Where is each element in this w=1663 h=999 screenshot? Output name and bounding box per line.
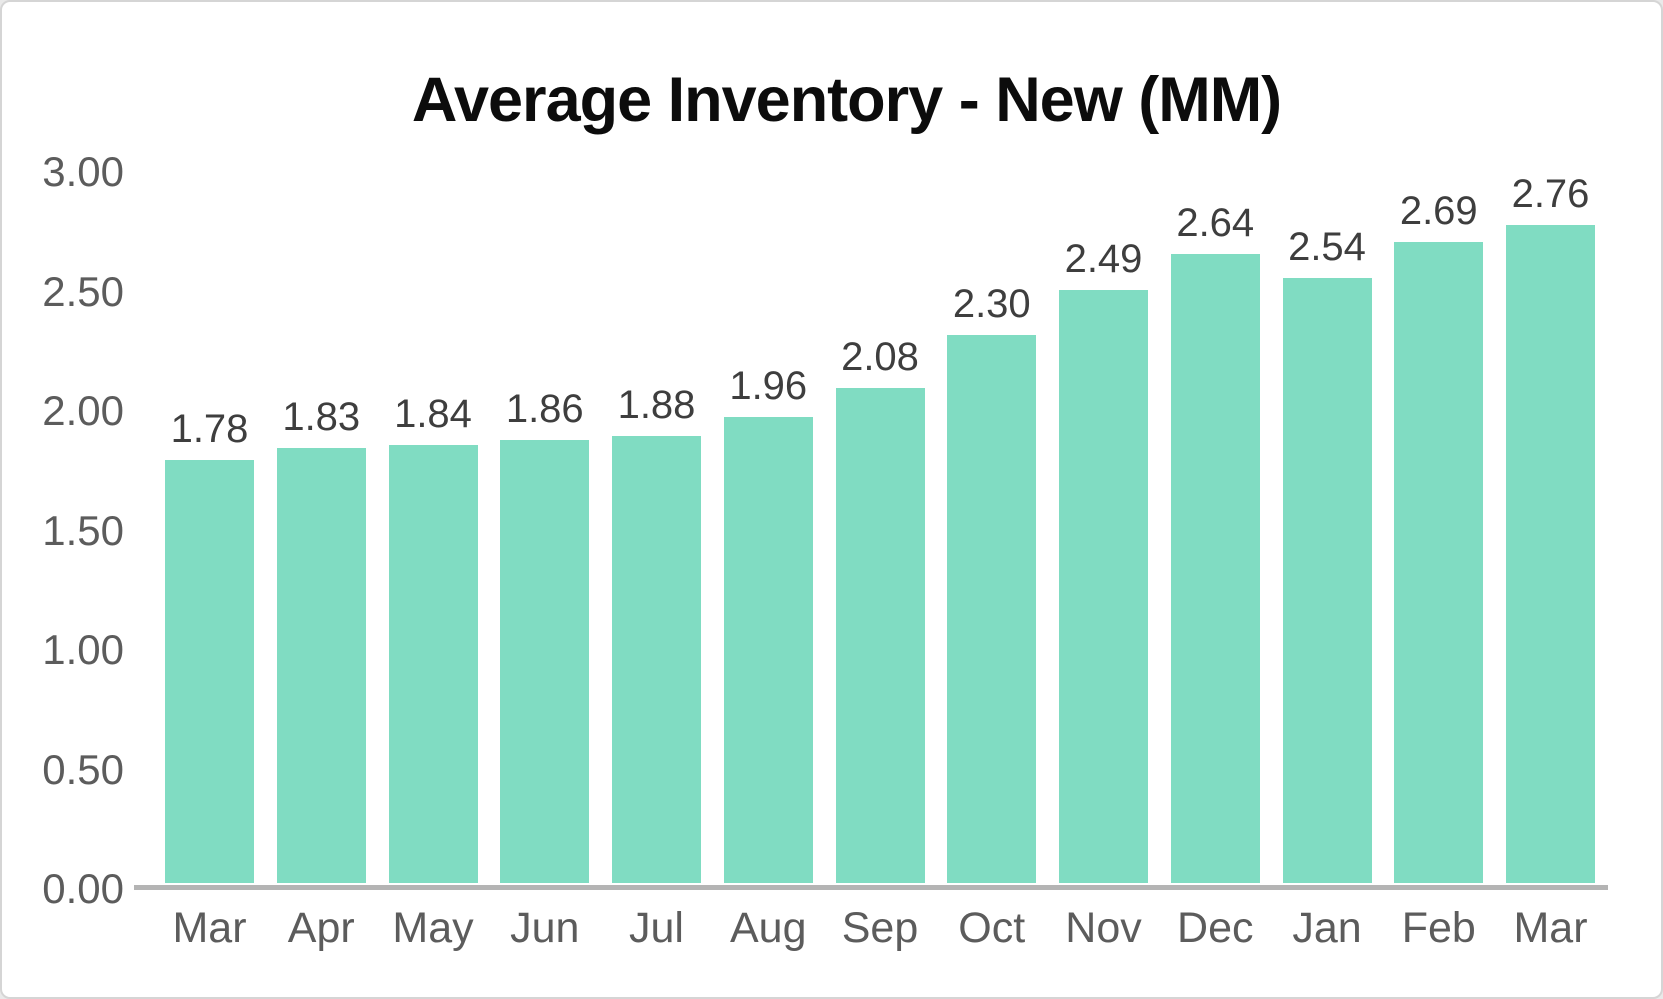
bar-slot: 1.96 <box>723 365 813 883</box>
bar-slot: 2.76 <box>1506 173 1595 883</box>
bar-value-label: 2.30 <box>952 282 1031 326</box>
x-tick-label-mar-12: Mar <box>1513 904 1588 952</box>
bar-slot: 1.83 <box>276 396 366 883</box>
bar-slot: 2.69 <box>1394 190 1484 883</box>
bar-value-label: 1.84 <box>394 392 472 436</box>
x-tick-label-jul-4: Jul <box>629 904 684 952</box>
x-tick-label-feb-11: Feb <box>1401 904 1476 952</box>
bar-value-label: 1.78 <box>170 407 249 451</box>
bars-container: 1.78 1.83 1.84 1.86 1.88 1.96 2.08 2.30 2.49 2.64… <box>152 168 1608 883</box>
bar-slot: 2.64 <box>1170 202 1260 883</box>
x-tick-label-aug-5: Aug <box>729 904 807 952</box>
bar-slot: 2.54 <box>1282 226 1372 883</box>
x-tick-label-mar-0: Mar <box>172 904 247 952</box>
x-tick-label-sep-6: Sep <box>841 904 919 952</box>
y-tick-label: 2.00 <box>42 387 124 434</box>
bar-value-label: 1.88 <box>617 383 696 427</box>
y-tick-label: 3.00 <box>42 148 124 195</box>
bar-value-label: 2.54 <box>1288 225 1366 269</box>
bar-apr-1 <box>276 448 366 883</box>
bar-slot: 1.86 <box>500 388 590 883</box>
x-tick-label-may-2: May <box>392 904 474 952</box>
bar-value-label: 2.08 <box>841 335 919 379</box>
bar-value-label: 1.86 <box>505 387 584 431</box>
x-tick-label-nov-8: Nov <box>1065 904 1142 952</box>
bar-jan-10 <box>1282 278 1372 883</box>
bar-feb-11 <box>1394 242 1484 883</box>
bar-value-label: 2.69 <box>1399 189 1478 233</box>
x-tick-label-jun-3: Jun <box>510 904 580 952</box>
bar-value-label: 1.96 <box>729 364 808 408</box>
y-tick-label: 2.50 <box>42 267 124 315</box>
bar-value-label: 1.83 <box>282 395 361 439</box>
y-tick-label: 1.00 <box>42 626 124 673</box>
bar-value-label: 2.49 <box>1064 237 1143 281</box>
bar-may-2 <box>388 445 478 883</box>
x-tick-label-jan-10: Jan <box>1292 904 1362 952</box>
x-axis-baseline <box>134 885 1608 890</box>
bar-slot: 1.78 <box>165 408 254 883</box>
y-tick-label: 0.00 <box>42 865 124 912</box>
bar-mar-12 <box>1506 225 1595 883</box>
bar-aug-5 <box>723 417 813 883</box>
y-tick-label: 1.50 <box>42 506 124 554</box>
bar-sep-6 <box>835 388 925 883</box>
bar-oct-7 <box>947 335 1037 883</box>
bar-slot: 2.49 <box>1059 238 1148 883</box>
y-tick-label: 0.50 <box>42 745 124 793</box>
bar-value-label: 2.64 <box>1176 201 1255 245</box>
bar-jun-3 <box>500 440 590 883</box>
bar-slot: 2.30 <box>947 283 1037 883</box>
bar-slot: 1.84 <box>388 393 478 883</box>
bar-value-label: 2.76 <box>1511 172 1590 216</box>
bar-dec-9 <box>1170 254 1260 883</box>
bar-slot: 1.88 <box>612 384 701 883</box>
chart-title: Average Inventory - New (MM) <box>411 65 1282 135</box>
x-tick-label-oct-7: Oct <box>958 904 1026 952</box>
x-tick-label-dec-9: Dec <box>1177 904 1254 952</box>
x-axis-labels: Mar Apr May Jun Jul Aug Sep Oct Nov Dec Jan Feb Mar <box>152 904 1608 952</box>
bar-mar-0 <box>165 460 254 883</box>
x-tick-label-apr-1: Apr <box>287 904 355 952</box>
bar-nov-8 <box>1059 290 1148 883</box>
bar-slot: 2.08 <box>835 336 925 883</box>
y-axis: 3.00 2.50 2.00 1.50 1.00 0.50 0.00 <box>2 2 124 997</box>
bar-jul-4 <box>612 436 701 883</box>
